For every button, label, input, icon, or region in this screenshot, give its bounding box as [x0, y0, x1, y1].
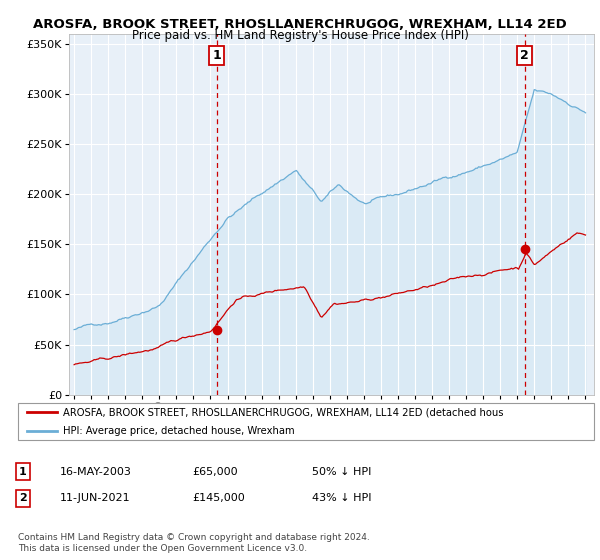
Text: AROSFA, BROOK STREET, RHOSLLANERCHRUGOG, WREXHAM, LL14 2ED (detached hous: AROSFA, BROOK STREET, RHOSLLANERCHRUGOG,…: [63, 407, 503, 417]
Text: 2: 2: [19, 493, 26, 503]
Text: Contains HM Land Registry data © Crown copyright and database right 2024.
This d: Contains HM Land Registry data © Crown c…: [18, 533, 370, 553]
Text: 11-JUN-2021: 11-JUN-2021: [60, 493, 131, 503]
Text: 1: 1: [19, 466, 26, 477]
Text: HPI: Average price, detached house, Wrexham: HPI: Average price, detached house, Wrex…: [63, 426, 295, 436]
Text: AROSFA, BROOK STREET, RHOSLLANERCHRUGOG, WREXHAM, LL14 2ED: AROSFA, BROOK STREET, RHOSLLANERCHRUGOG,…: [33, 18, 567, 31]
Text: £65,000: £65,000: [192, 466, 238, 477]
Text: £145,000: £145,000: [192, 493, 245, 503]
Text: Price paid vs. HM Land Registry's House Price Index (HPI): Price paid vs. HM Land Registry's House …: [131, 29, 469, 42]
Text: 50% ↓ HPI: 50% ↓ HPI: [312, 466, 371, 477]
Text: 43% ↓ HPI: 43% ↓ HPI: [312, 493, 371, 503]
Text: 1: 1: [212, 49, 221, 62]
Text: 16-MAY-2003: 16-MAY-2003: [60, 466, 132, 477]
Text: 2: 2: [520, 49, 529, 62]
